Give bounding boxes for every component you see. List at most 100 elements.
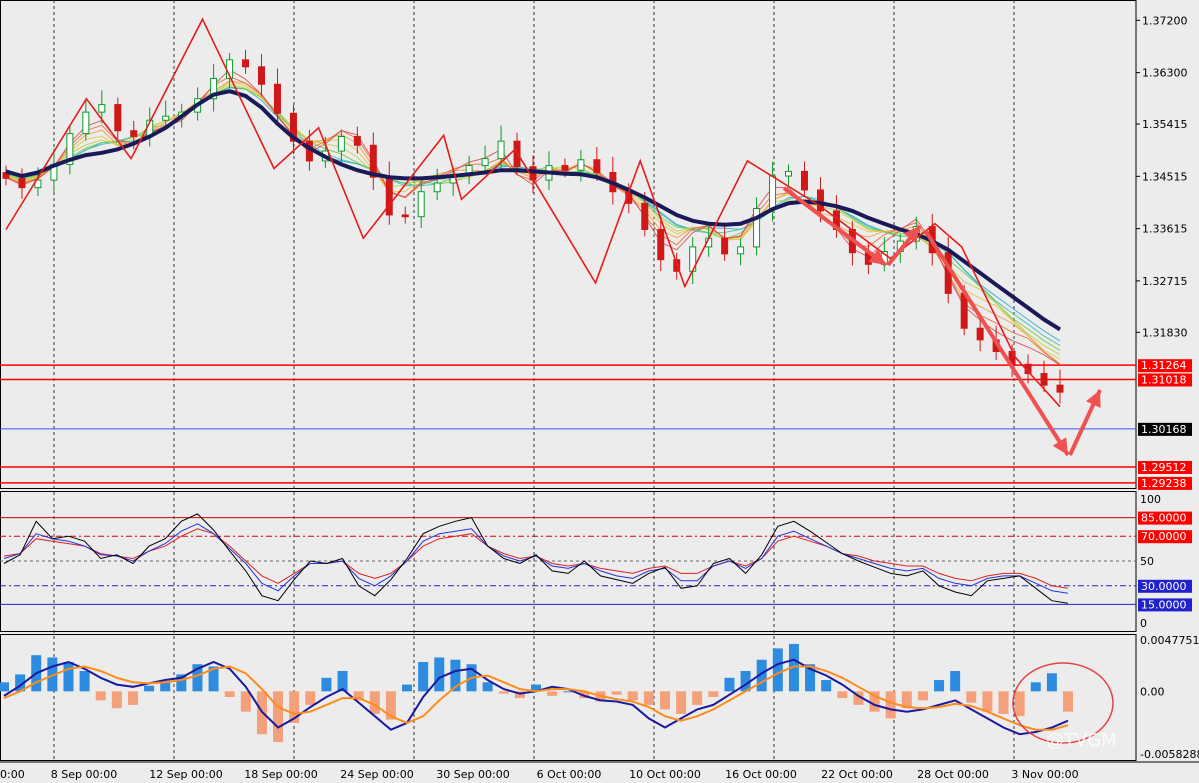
candle-body (369, 144, 377, 178)
histogram-bar (934, 680, 945, 692)
x-tick-label: 6 Oct 00:00 (537, 768, 602, 781)
x-tick-label: 30 Sep 00:00 (436, 768, 509, 781)
histogram-bar (853, 691, 864, 705)
candle-body (976, 327, 984, 341)
histogram-bar (482, 682, 493, 692)
level-badge (1138, 373, 1192, 387)
macd-panel-frame (0, 634, 1137, 761)
histogram-bar (337, 671, 348, 692)
histogram-bar (63, 661, 74, 692)
histogram-bar (402, 684, 413, 692)
candle-body (481, 158, 489, 167)
histogram-bar (643, 691, 654, 705)
candle-body (785, 170, 793, 177)
osc-series-line (3, 513, 1069, 604)
level-badge-label: 1.31264 (1141, 359, 1187, 372)
annotation-arrow (886, 224, 922, 267)
level-badge (1138, 460, 1192, 474)
histogram-bar (514, 691, 525, 699)
histogram-bar (659, 691, 670, 710)
histogram-bar (805, 664, 816, 692)
histogram-bar (240, 691, 251, 712)
candle-body (657, 228, 665, 261)
candle-body (769, 175, 777, 210)
candle-body (210, 77, 218, 100)
histogram-bar (788, 643, 799, 692)
candle-body (82, 111, 90, 135)
histogram-bar (885, 691, 896, 719)
histogram-bar (418, 661, 429, 692)
histogram-bar (982, 691, 993, 712)
osc-level-label: 15.0000 (1141, 598, 1187, 611)
macd-y-tick-label: 0.00 (1140, 685, 1165, 698)
y-tick-label: 1.37200 (1142, 14, 1188, 27)
annotation-arrow (923, 228, 1070, 457)
histogram-bar (369, 691, 380, 714)
histogram-bar (111, 691, 122, 709)
macd-panel (0, 643, 1114, 744)
histogram-bar (176, 674, 187, 692)
candle-body (162, 115, 170, 121)
macd-series-line (3, 665, 1069, 731)
candle-body (242, 59, 250, 68)
osc-level-badge (1138, 598, 1192, 612)
histogram-bar (160, 682, 171, 692)
osc-level-badge (1138, 511, 1192, 525)
level-badge-label: 1.31018 (1141, 373, 1187, 386)
level-badge (1138, 422, 1192, 436)
histogram-bar (547, 691, 558, 696)
price-panel-frame (0, 0, 1137, 489)
arrow-head (1086, 390, 1101, 408)
histogram-bar (869, 691, 880, 712)
histogram-bar (756, 659, 767, 692)
histogram-bar (579, 691, 590, 699)
candle-body (737, 246, 745, 255)
histogram-bar (305, 691, 316, 705)
histogram-bar (498, 691, 509, 694)
candle-body (18, 177, 26, 189)
level-badge (1138, 359, 1192, 373)
histogram-bar (15, 674, 26, 692)
histogram-bar (950, 671, 961, 692)
candle-body (273, 83, 281, 114)
histogram-bar (192, 664, 203, 692)
candle-body (721, 237, 729, 255)
level-badge-label: 1.30168 (1141, 423, 1187, 436)
oscillator-panel (0, 513, 1136, 605)
histogram-bar (208, 666, 219, 692)
histogram-bar (1046, 673, 1057, 692)
candle-body (1040, 373, 1048, 386)
x-tick-label: 0:00 (0, 768, 25, 781)
x-tick-label: 24 Sep 00:00 (340, 768, 413, 781)
histogram-bar (353, 691, 364, 701)
y-tick-label: 1.31830 (1142, 326, 1188, 339)
histogram-bar (127, 691, 138, 705)
candle-body (114, 104, 122, 132)
level-badge-label: 1.29512 (1141, 461, 1187, 474)
histogram-bar (79, 671, 90, 692)
y-tick-label: 1.33615 (1142, 223, 1188, 236)
x-tick-label: 10 Oct 00:00 (629, 768, 701, 781)
histogram-bar (273, 691, 284, 743)
osc-y-tick-label: 50 (1140, 555, 1154, 568)
moving-average-line (5, 89, 1062, 332)
y-tick-label: 1.36300 (1142, 67, 1188, 80)
histogram-bar (917, 691, 928, 701)
candle-body (385, 176, 393, 216)
histogram-bar (966, 691, 977, 703)
candle-body (130, 130, 138, 138)
macd-y-tick-label: -0.0058288 (1140, 748, 1199, 761)
candle-body (561, 165, 569, 171)
arrow-shaft (923, 228, 1070, 457)
candle-body (641, 202, 649, 230)
histogram-bar (434, 657, 445, 692)
osc-level-label: 70.0000 (1141, 530, 1187, 543)
y-tick-label: 1.34515 (1142, 170, 1188, 183)
candle-body (816, 189, 824, 212)
histogram-bar (321, 677, 332, 692)
histogram-bar (998, 691, 1009, 714)
candle-body (66, 133, 74, 165)
